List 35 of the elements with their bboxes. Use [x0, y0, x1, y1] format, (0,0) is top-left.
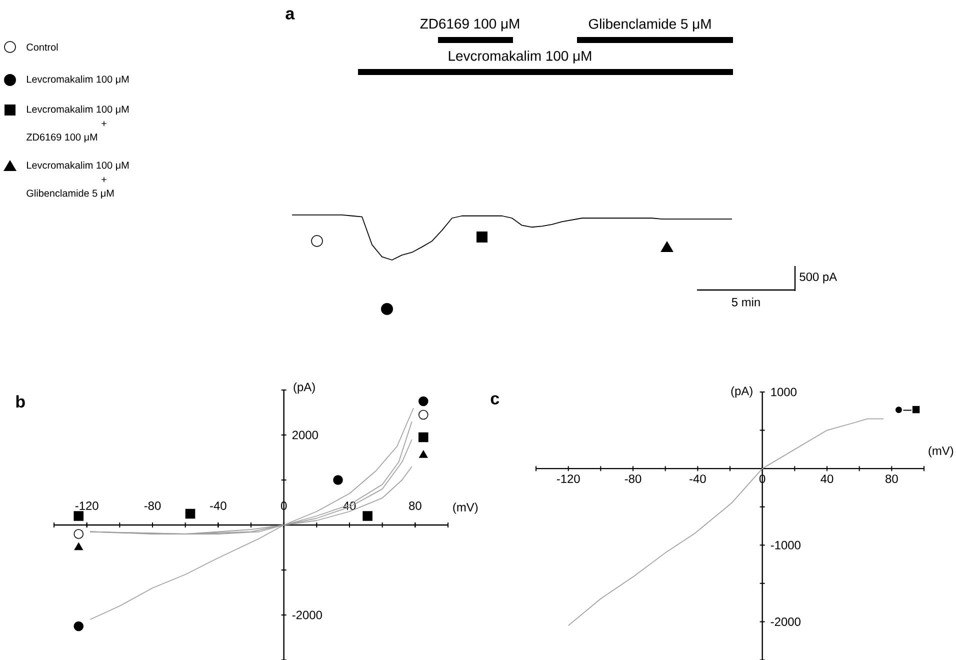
text: Levcromakalim 100 μM — [448, 50, 592, 64]
text: Levcromakalim 100 μM — [27, 161, 129, 171]
text: 5 min — [732, 298, 760, 306]
x-tick-label: -120 — [556, 474, 580, 484]
text: Control — [26, 43, 58, 51]
x-tick-label: 80 — [886, 474, 898, 484]
y-tick-label: 2000 — [292, 430, 318, 440]
text: Glibenclamide 5 μM — [26, 189, 114, 199]
text: 500 pA — [800, 272, 838, 284]
text: ZD6169 100 μM — [26, 134, 98, 142]
y-tick-label: -2000 — [770, 617, 800, 626]
chart-title: a — [286, 10, 295, 20]
x-tick-label: -80 — [624, 474, 642, 484]
x-axis-title: (mV) — [453, 502, 478, 514]
x-tick-label: -40 — [210, 502, 226, 510]
annotation: ●–■ — [896, 406, 920, 414]
y-axis-title: (pA) — [294, 382, 315, 394]
x-tick-label: -40 — [690, 474, 706, 484]
chart-title: b — [16, 395, 25, 408]
y-axis-title: (pA) — [731, 386, 752, 398]
y-tick-label: -2000 — [292, 610, 322, 620]
x-axis-title: (mV) — [928, 446, 954, 458]
y-tick-label: -1000 — [770, 540, 800, 550]
x-tick-label: -120 — [75, 502, 98, 510]
x-tick-label: 40 — [820, 474, 834, 484]
text: ZD6169 100 μM — [420, 18, 520, 32]
text: Levcromakalim 100 μM — [27, 105, 129, 115]
text: Levcromakalim 100 μM — [27, 75, 129, 85]
x-tick-label: -80 — [144, 502, 161, 510]
chart-title: c — [490, 395, 500, 404]
x-tick-label: 80 — [409, 502, 422, 510]
text: + — [102, 177, 106, 182]
text: + — [102, 121, 106, 126]
text: Glibenclamide 5 μM — [588, 18, 711, 32]
y-tick-label: 1000 — [771, 388, 796, 396]
